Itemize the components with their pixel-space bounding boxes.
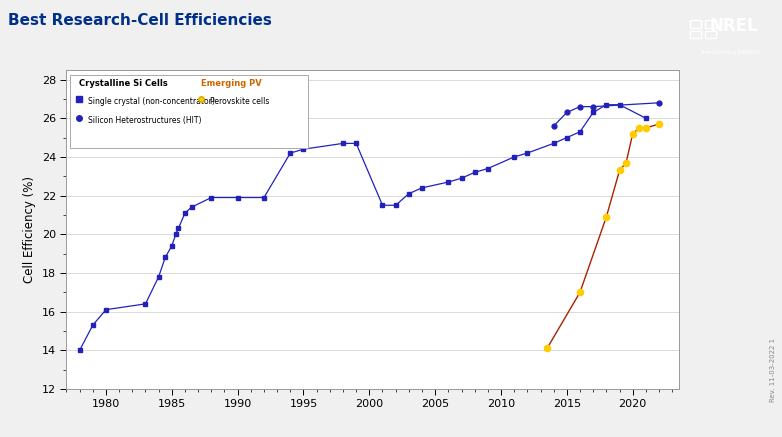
Bar [690, 31, 701, 38]
Bar [705, 31, 716, 38]
Text: Single crystal (non-concentrator): Single crystal (non-concentrator) [88, 97, 215, 106]
Bar [705, 21, 716, 28]
FancyBboxPatch shape [70, 75, 308, 148]
Text: NREL: NREL [710, 17, 759, 35]
Text: Perovskite cells: Perovskite cells [210, 97, 270, 106]
Text: Transforming ENERGY: Transforming ENERGY [700, 50, 759, 55]
Text: Emerging PV: Emerging PV [201, 80, 262, 88]
Text: Crystalline Si Cells: Crystalline Si Cells [79, 80, 167, 88]
Bar [690, 21, 701, 28]
Text: Silicon Heterostructures (HIT): Silicon Heterostructures (HIT) [88, 116, 202, 125]
Text: Best Research-Cell Efficiencies: Best Research-Cell Efficiencies [8, 13, 271, 28]
Text: Rev. 11-03-2022 1: Rev. 11-03-2022 1 [769, 338, 776, 402]
Y-axis label: Cell Efficiency (%): Cell Efficiency (%) [23, 176, 36, 283]
